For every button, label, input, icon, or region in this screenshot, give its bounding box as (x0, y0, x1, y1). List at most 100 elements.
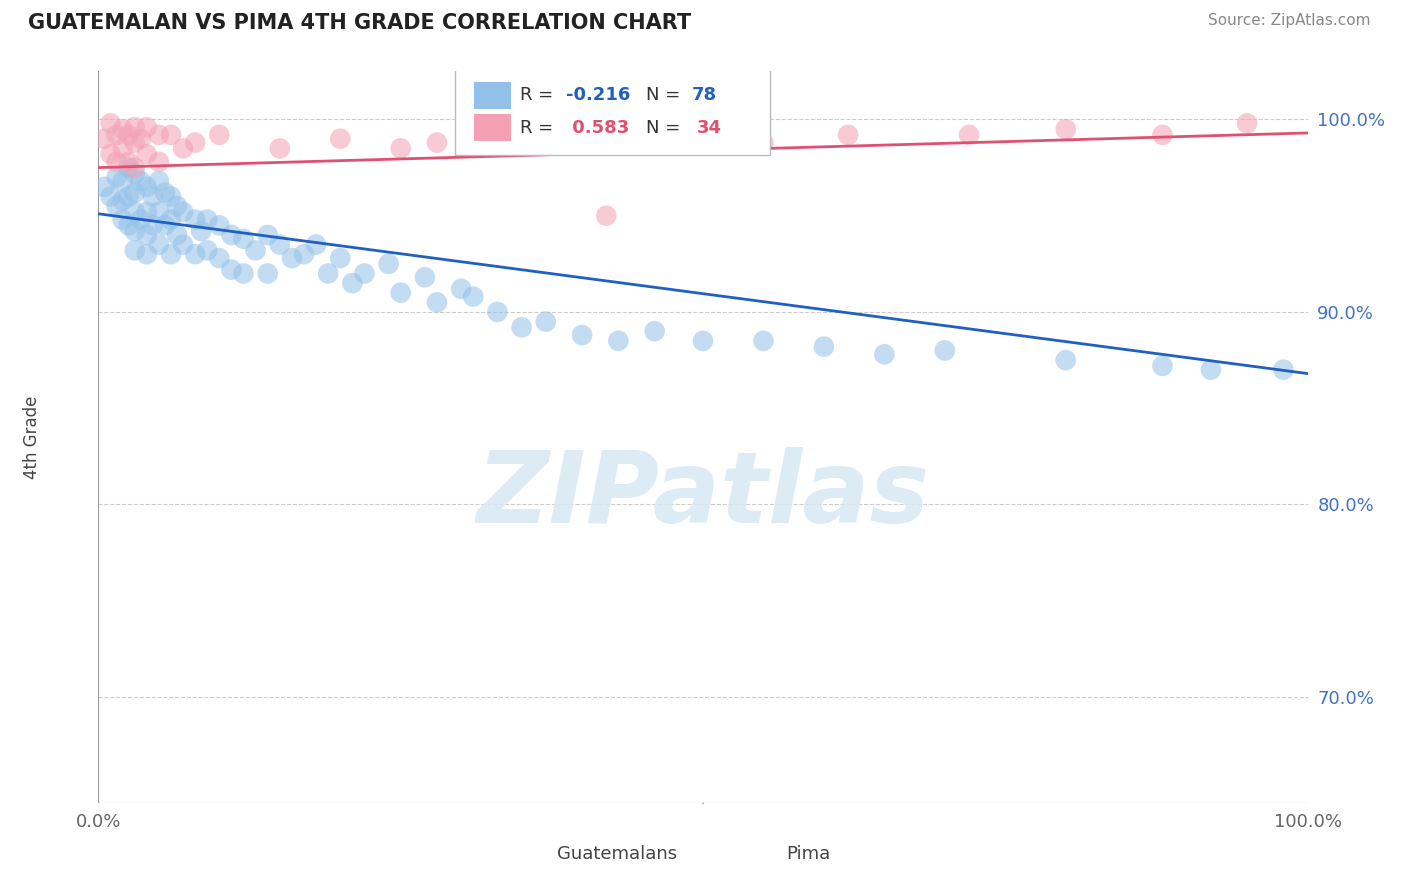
Point (153, 186, 176, 200)
Point (93, 132, 115, 146)
Point (148, 174, 170, 188)
Point (232, 267, 254, 281)
Point (692, 334, 714, 348)
Text: ZIPatlas: ZIPatlas (477, 447, 929, 544)
Point (269, 237, 291, 252)
Point (148, 154, 170, 169)
Point (118, 161, 141, 175)
Point (166, 199, 188, 213)
Point (934, 343, 956, 358)
Point (111, 212, 134, 227)
Point (118, 154, 141, 169)
Point (111, 122, 134, 136)
FancyBboxPatch shape (474, 114, 510, 141)
Point (256, 267, 278, 281)
Point (105, 128, 128, 142)
Point (232, 232, 254, 246)
Point (463, 289, 485, 303)
Point (100, 116, 122, 130)
Point (160, 247, 183, 261)
Text: -0.216: -0.216 (567, 86, 631, 103)
Text: GUATEMALAN VS PIMA 4TH GRADE CORRELATION CHART: GUATEMALAN VS PIMA 4TH GRADE CORRELATION… (28, 13, 692, 33)
Point (129, 132, 152, 146)
Point (148, 128, 170, 142)
Text: Pima: Pima (786, 845, 831, 863)
Point (813, 340, 835, 354)
Point (160, 128, 183, 142)
Point (129, 212, 152, 227)
Point (166, 227, 188, 242)
Point (281, 251, 304, 265)
Text: Source: ZipAtlas.com: Source: ZipAtlas.com (1208, 13, 1371, 29)
Text: N =: N = (647, 86, 686, 103)
Point (124, 205, 146, 219)
Point (752, 334, 775, 348)
Point (595, 209, 617, 223)
Text: 78: 78 (692, 86, 717, 103)
Point (269, 141, 291, 155)
Point (135, 147, 157, 161)
Point (426, 136, 449, 150)
Point (124, 224, 146, 238)
Point (100, 189, 122, 203)
Text: 34: 34 (697, 119, 721, 136)
Point (329, 251, 352, 265)
Point (172, 237, 194, 252)
Point (426, 295, 449, 310)
Point (644, 324, 666, 338)
Point (1054, 353, 1077, 368)
Text: R =: R = (520, 119, 560, 136)
Point (195, 212, 218, 227)
Point (195, 244, 218, 258)
Text: 4th Grade: 4th Grade (22, 395, 41, 479)
Point (111, 174, 134, 188)
Point (1236, 116, 1258, 130)
Point (105, 154, 128, 169)
Text: Guatemalans: Guatemalans (557, 845, 676, 863)
Point (93, 179, 115, 194)
Point (837, 128, 859, 142)
Point (1152, 359, 1174, 373)
Point (129, 174, 152, 188)
Point (184, 136, 207, 150)
Point (329, 132, 352, 146)
Point (873, 347, 896, 361)
Point (221, 227, 243, 242)
Point (305, 237, 328, 252)
Point (135, 227, 157, 242)
Point (1272, 362, 1295, 376)
Point (342, 276, 364, 290)
FancyBboxPatch shape (513, 839, 551, 869)
Point (124, 136, 146, 150)
Point (450, 282, 472, 296)
Point (221, 262, 243, 277)
Point (752, 136, 775, 150)
Point (135, 205, 157, 219)
Point (148, 205, 170, 219)
Point (389, 285, 412, 300)
Point (184, 247, 207, 261)
Point (124, 244, 146, 258)
Point (208, 251, 231, 265)
Point (184, 212, 207, 227)
Point (111, 141, 134, 155)
Point (353, 267, 375, 281)
Point (148, 237, 170, 252)
Point (124, 186, 146, 200)
Point (1199, 362, 1222, 376)
Point (377, 257, 399, 271)
Point (208, 219, 231, 233)
Text: N =: N = (647, 119, 686, 136)
Point (413, 270, 436, 285)
Point (256, 227, 278, 242)
Point (142, 189, 165, 203)
Point (135, 247, 157, 261)
Point (389, 141, 412, 155)
Point (510, 320, 533, 334)
Point (160, 189, 183, 203)
FancyBboxPatch shape (456, 68, 769, 155)
Point (208, 128, 231, 142)
Point (957, 128, 980, 142)
Point (292, 247, 315, 261)
Point (316, 267, 339, 281)
